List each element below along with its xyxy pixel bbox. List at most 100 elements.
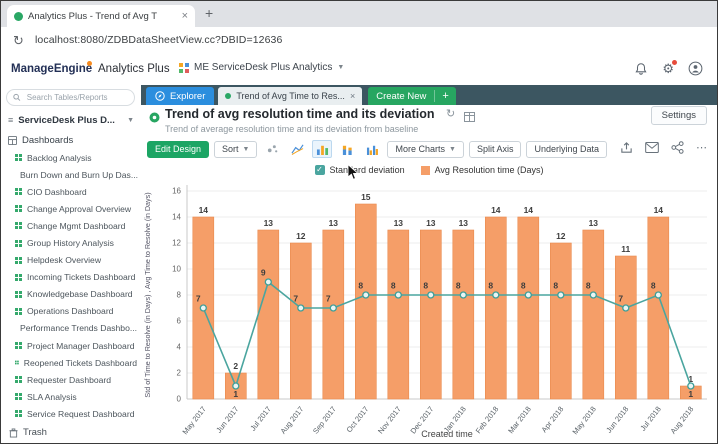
- bar[interactable]: [647, 216, 670, 400]
- sidebar-item[interactable]: Project Manager Dashboard: [1, 337, 141, 354]
- line-point[interactable]: [622, 304, 630, 312]
- svg-text:13: 13: [426, 218, 436, 228]
- bar[interactable]: [452, 229, 475, 400]
- table-view-icon[interactable]: [464, 109, 475, 127]
- gear-icon[interactable]: ⚙: [662, 60, 677, 75]
- sidebar-item[interactable]: Group History Analysis: [1, 234, 141, 251]
- workspace-selector[interactable]: ME ServiceDesk Plus Analytics ▼: [179, 62, 344, 73]
- browser-tab[interactable]: Analytics Plus - Trend of Avg T ×: [7, 5, 195, 27]
- sidebar-section-dashboards[interactable]: Dashboards: [1, 131, 141, 149]
- legend-swatch[interactable]: [420, 165, 430, 175]
- underlying-data-button[interactable]: Underlying Data: [526, 140, 607, 158]
- bar[interactable]: [257, 229, 280, 400]
- sidebar-item[interactable]: Burn Down and Burn Up Das...: [1, 166, 141, 183]
- legend-avg-resolution[interactable]: Avg Resolution time (Days): [420, 165, 543, 175]
- svg-text:Jun 2017: Jun 2017: [214, 405, 240, 435]
- svg-text:0: 0: [177, 395, 182, 404]
- bar[interactable]: [290, 242, 312, 400]
- search-input[interactable]: [24, 92, 128, 103]
- line-point[interactable]: [362, 291, 370, 299]
- scatter-chart-icon[interactable]: [262, 140, 282, 158]
- sort-button[interactable]: Sort ▼: [214, 140, 258, 158]
- svg-text:Jul 2017: Jul 2017: [248, 405, 273, 433]
- sidebar-item[interactable]: Requester Dashboard: [1, 371, 141, 388]
- sidebar-item[interactable]: Change Mgmt Dashboard: [1, 217, 141, 234]
- bar[interactable]: [355, 203, 377, 400]
- reload-icon[interactable]: ↻: [13, 33, 24, 48]
- new-tab-button[interactable]: +: [205, 5, 214, 21]
- bar-chart-icon[interactable]: [312, 140, 333, 158]
- bar[interactable]: [387, 229, 410, 400]
- tab-report[interactable]: Trend of Avg Time to Res... ×: [218, 87, 363, 105]
- sidebar-item[interactable]: Performance Trends Dashbo...: [1, 320, 141, 337]
- sidebar-item[interactable]: SLA Analysis: [1, 388, 141, 405]
- line-point[interactable]: [232, 382, 240, 390]
- plus-icon[interactable]: +: [434, 90, 455, 102]
- line-point[interactable]: [492, 291, 500, 299]
- bar[interactable]: [549, 242, 572, 400]
- sidebar-item[interactable]: Incoming Tickets Dashboard: [1, 269, 141, 286]
- sidebar-item[interactable]: CIO Dashboard: [1, 183, 141, 200]
- bar[interactable]: [322, 229, 345, 400]
- line-point[interactable]: [459, 291, 467, 299]
- sidebar-item-label: Requester Dashboard: [27, 374, 112, 385]
- line-point[interactable]: [199, 304, 207, 312]
- line-chart-icon[interactable]: [287, 140, 307, 158]
- bell-icon[interactable]: [634, 62, 648, 76]
- line-point[interactable]: [557, 291, 565, 299]
- sidebar-item[interactable]: Change Approval Overview: [1, 200, 141, 217]
- tab-explorer[interactable]: Explorer: [146, 87, 215, 105]
- line-point[interactable]: [524, 291, 532, 299]
- line-point[interactable]: [297, 304, 305, 312]
- bar[interactable]: [517, 216, 540, 400]
- checkbox-checked-icon[interactable]: ✓: [314, 165, 325, 175]
- sidebar-item-label: Knowledgebase Dashboard: [27, 289, 133, 300]
- grouped-bar-icon[interactable]: [362, 140, 382, 158]
- sidebar-item[interactable]: Backlog Analysis: [1, 149, 141, 166]
- share-icon[interactable]: [671, 141, 684, 154]
- line-point[interactable]: [589, 291, 597, 299]
- line-point[interactable]: [394, 291, 402, 299]
- url-text[interactable]: localhost:8080/ZDBDataSheetView.cc?DBID=…: [35, 34, 283, 46]
- svg-text:Nov 2017: Nov 2017: [376, 405, 403, 436]
- line-point[interactable]: [264, 278, 272, 286]
- tab-close-icon[interactable]: ×: [181, 10, 188, 22]
- edit-design-button[interactable]: Edit Design: [147, 140, 210, 158]
- export-icon[interactable]: [620, 141, 633, 154]
- line-point[interactable]: [427, 291, 435, 299]
- sidebar-item[interactable]: Knowledgebase Dashboard: [1, 286, 141, 303]
- line-point[interactable]: [687, 382, 695, 390]
- bar[interactable]: [582, 229, 605, 400]
- sidebar-item-trash[interactable]: Trash: [1, 424, 141, 441]
- sidebar-item[interactable]: Reopened Tickets Dashboard: [1, 354, 141, 371]
- grid-icon: [15, 239, 22, 247]
- user-avatar-icon[interactable]: [688, 61, 703, 76]
- more-charts-button[interactable]: More Charts ▼: [387, 140, 464, 158]
- svg-text:8: 8: [553, 281, 558, 291]
- dashboard-list: Backlog Analysis Burn Down and Burn Up Da…: [1, 149, 141, 423]
- refresh-icon[interactable]: ↻: [446, 108, 456, 120]
- legend-standard-deviation[interactable]: ✓ Standard deviation: [314, 165, 405, 175]
- tab-close-icon[interactable]: ×: [349, 91, 356, 101]
- line-point[interactable]: [654, 291, 662, 299]
- settings-button[interactable]: Settings: [650, 106, 707, 125]
- create-new-button[interactable]: Create New +: [368, 87, 456, 105]
- sidebar-search[interactable]: [6, 89, 135, 106]
- bar[interactable]: [614, 255, 637, 400]
- svg-text:8: 8: [521, 281, 526, 291]
- split-axis-button[interactable]: Split Axis: [468, 140, 522, 158]
- sidebar-item[interactable]: Service Request Dashboard: [1, 405, 141, 422]
- line-point[interactable]: [329, 304, 337, 312]
- more-options-icon[interactable]: ⋯: [696, 142, 707, 154]
- sidebar-item-label: Change Mgmt Dashboard: [27, 220, 126, 231]
- sidebar-item[interactable]: Operations Dashboard: [1, 303, 141, 320]
- bar[interactable]: [419, 229, 442, 400]
- grid-icon: [15, 273, 22, 281]
- stacked-bar-icon[interactable]: [337, 140, 357, 158]
- email-icon[interactable]: [645, 142, 659, 153]
- svg-text:7: 7: [326, 294, 331, 304]
- bar[interactable]: [484, 216, 507, 400]
- sidebar-item[interactable]: Helpdesk Overview: [1, 252, 141, 269]
- underlying-data-label: Underlying Data: [534, 144, 599, 154]
- sidebar-database-selector[interactable]: ≡ ServiceDesk Plus D... ▼: [1, 111, 141, 129]
